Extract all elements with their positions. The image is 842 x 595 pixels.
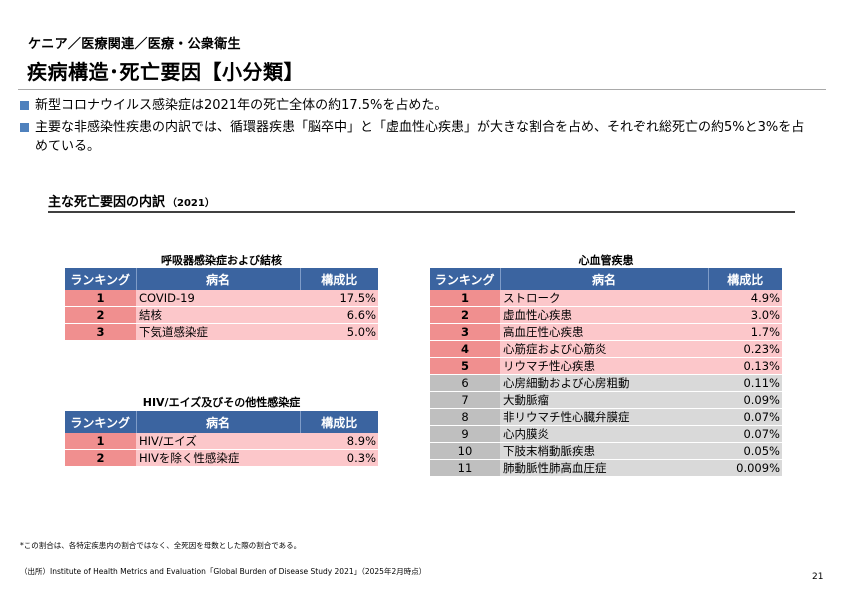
rank-cell: 7 xyxy=(430,391,500,409)
share-cell: 0.3% xyxy=(300,449,378,467)
cardio-table-caption: 心血管疾患 xyxy=(578,254,634,267)
disease-name-cell: 非リウマチ性心臓弁膜症 xyxy=(500,408,708,426)
disease-name-cell: 心筋症および心筋炎 xyxy=(500,340,708,358)
table-row: 2 結核 6.6% xyxy=(65,306,378,324)
table-row: 6 心房細動および心房粗動 0.11% xyxy=(430,374,782,392)
bullet-item: 新型コロナウイルス感染症は2021年の死亡全体の約17.5%を占めた。 xyxy=(20,96,810,115)
table-row: 4 心筋症および心筋炎 0.23% xyxy=(430,340,782,358)
share-column-header: 構成比 xyxy=(708,268,782,290)
share-cell: 6.6% xyxy=(300,306,378,324)
table-row: 5 リウマチ性心疾患 0.13% xyxy=(430,357,782,375)
disease-name-cell: 虚血性心疾患 xyxy=(500,306,708,324)
share-cell: 3.0% xyxy=(708,306,782,324)
disease-name-cell: 下肢末梢動脈疾患 xyxy=(500,442,708,460)
rank-cell: 2 xyxy=(430,306,500,324)
disease-name-cell: 心房細動および心房粗動 xyxy=(500,374,708,392)
bullet-text: 主要な非感染性疾患の内訳では、循環器疾患「脳卒中」と「虚血性心疾患」が大きな割合… xyxy=(35,120,805,154)
table-row: 1 HIV/エイズ 8.9% xyxy=(65,433,378,450)
disease-name-cell: リウマチ性心疾患 xyxy=(500,357,708,375)
rank-cell: 2 xyxy=(65,449,136,467)
section-title: 主な死亡要因の内訳 （2021） xyxy=(48,191,215,210)
rank-cell: 6 xyxy=(430,374,500,392)
respiratory-table: ランキング 病名 構成比 1 COVID-19 17.5% 2 結核 6.6% … xyxy=(65,268,378,341)
rank-cell: 3 xyxy=(65,323,136,341)
square-bullet-icon xyxy=(20,101,29,110)
section-year: （2021） xyxy=(167,198,215,209)
table-header-row: ランキング 病名 構成比 xyxy=(65,268,378,290)
share-cell: 0.05% xyxy=(708,442,782,460)
share-cell: 0.11% xyxy=(708,374,782,392)
cardio-table: ランキング 病名 構成比 1 ストローク 4.9% 2 虚血性心疾患 3.0% … xyxy=(430,268,782,477)
square-bullet-icon xyxy=(20,123,29,132)
hiv-table-caption: HIV/エイズ及びその他性感染症 xyxy=(142,396,301,409)
disease-name-cell: 心内膜炎 xyxy=(500,425,708,443)
share-cell: 8.9% xyxy=(300,433,378,450)
section-title-text: 主な死亡要因の内訳 xyxy=(48,195,166,210)
rank-cell: 4 xyxy=(430,340,500,358)
table-header-row: ランキング 病名 構成比 xyxy=(430,268,782,290)
disease-name-cell: COVID-19 xyxy=(136,290,300,307)
section-divider xyxy=(48,211,795,213)
source-citation: （出所）Institute of Health Metrics and Eval… xyxy=(20,567,427,576)
disease-name-cell: 肺動脈性肺高血圧症 xyxy=(500,459,708,477)
bullet-text: 新型コロナウイルス感染症は2021年の死亡全体の約17.5%を占めた。 xyxy=(35,98,448,113)
hiv-table: ランキング 病名 構成比 1 HIV/エイズ 8.9% 2 HIVを除く性感染症… xyxy=(65,411,378,467)
page-number: 21 xyxy=(812,572,824,582)
page-title: 疾病構造･死亡要因【小分類】 xyxy=(27,60,304,84)
summary-bullets: 新型コロナウイルス感染症は2021年の死亡全体の約17.5%を占めた。 主要な非… xyxy=(20,96,810,159)
disease-name-cell: HIV/エイズ xyxy=(136,433,300,450)
disease-name-cell: 大動脈瘤 xyxy=(500,391,708,409)
table-row: 3 下気道感染症 5.0% xyxy=(65,323,378,341)
rank-cell: 1 xyxy=(65,433,136,450)
respiratory-table-caption: 呼吸器感染症および結核 xyxy=(161,254,282,267)
title-divider xyxy=(18,89,826,90)
rank-column-header: ランキング xyxy=(65,411,137,433)
rank-cell: 10 xyxy=(430,442,500,460)
rank-cell: 8 xyxy=(430,408,500,426)
disease-name-cell: ストローク xyxy=(500,290,708,307)
breadcrumb: ケニア／医療関連／医療・公衆衛生 xyxy=(28,37,241,52)
table-row: 2 HIVを除く性感染症 0.3% xyxy=(65,449,378,467)
table-row: 3 高血圧性心疾患 1.7% xyxy=(430,323,782,341)
table-row: 1 COVID-19 17.5% xyxy=(65,290,378,307)
rank-column-header: ランキング xyxy=(65,268,137,290)
table-row: 8 非リウマチ性心臓弁膜症 0.07% xyxy=(430,408,782,426)
table-row: 9 心内膜炎 0.07% xyxy=(430,425,782,443)
table-header-row: ランキング 病名 構成比 xyxy=(65,411,378,433)
share-cell: 0.13% xyxy=(708,357,782,375)
name-column-header: 病名 xyxy=(136,411,301,433)
disease-name-cell: 結核 xyxy=(136,306,300,324)
name-column-header: 病名 xyxy=(136,268,301,290)
rank-cell: 2 xyxy=(65,306,136,324)
rank-cell: 9 xyxy=(430,425,500,443)
table-row: 1 ストローク 4.9% xyxy=(430,290,782,307)
share-cell: 0.009% xyxy=(708,459,782,477)
table-row: 2 虚血性心疾患 3.0% xyxy=(430,306,782,324)
rank-cell: 3 xyxy=(430,323,500,341)
share-column-header: 構成比 xyxy=(300,411,378,433)
name-column-header: 病名 xyxy=(500,268,709,290)
table-row: 10 下肢末梢動脈疾患 0.05% xyxy=(430,442,782,460)
rank-cell: 11 xyxy=(430,459,500,477)
share-cell: 4.9% xyxy=(708,290,782,307)
share-cell: 1.7% xyxy=(708,323,782,341)
share-cell: 0.09% xyxy=(708,391,782,409)
table-row: 7 大動脈瘤 0.09% xyxy=(430,391,782,409)
share-cell: 17.5% xyxy=(300,290,378,307)
bullet-item: 主要な非感染性疾患の内訳では、循環器疾患「脳卒中」と「虚血性心疾患」が大きな割合… xyxy=(20,118,810,156)
disease-name-cell: 下気道感染症 xyxy=(136,323,300,341)
share-column-header: 構成比 xyxy=(300,268,378,290)
rank-cell: 1 xyxy=(430,290,500,307)
rank-cell: 5 xyxy=(430,357,500,375)
rank-column-header: ランキング xyxy=(430,268,501,290)
share-cell: 0.07% xyxy=(708,425,782,443)
share-cell: 0.07% xyxy=(708,408,782,426)
disease-name-cell: HIVを除く性感染症 xyxy=(136,449,300,467)
footnote: *この割合は、各特定疾患内の割合ではなく、全死因を母数とした際の割合である。 xyxy=(20,541,302,550)
table-row: 11 肺動脈性肺高血圧症 0.009% xyxy=(430,459,782,477)
share-cell: 5.0% xyxy=(300,323,378,341)
disease-name-cell: 高血圧性心疾患 xyxy=(500,323,708,341)
rank-cell: 1 xyxy=(65,290,136,307)
share-cell: 0.23% xyxy=(708,340,782,358)
